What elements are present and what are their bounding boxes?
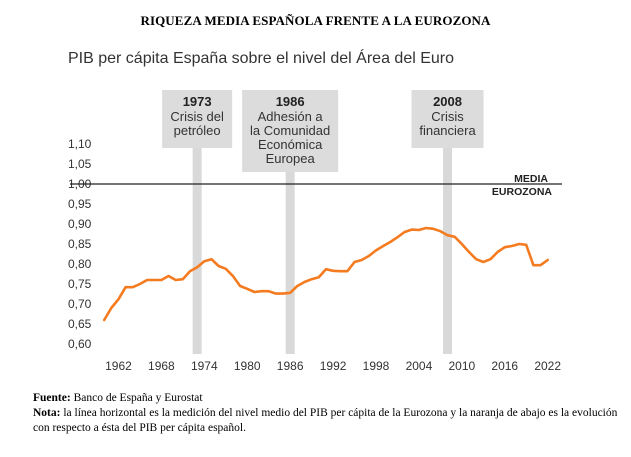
event-description-label: Económica: [258, 137, 323, 152]
event-band-1973: [192, 144, 202, 354]
event-year-label: 1986: [276, 94, 305, 109]
y-tick-label: 0,85: [68, 237, 92, 251]
reference-label-line1: MEDIA: [514, 173, 548, 185]
y-tick-label: 0,80: [68, 257, 92, 271]
source-label: Fuente:: [33, 392, 71, 404]
note-label: Nota:: [33, 407, 61, 419]
x-tick-label: 1962: [105, 359, 132, 373]
note-text: la línea horizontal es la medición del n…: [33, 407, 618, 434]
event-year-label: 1973: [183, 94, 212, 109]
event-description-label: Europea: [266, 151, 316, 166]
x-tick-label: 1992: [320, 359, 347, 373]
source-line: Fuente: Banco de España y Eurostat: [33, 391, 203, 406]
reference-label-line2: EUROZONA: [492, 186, 553, 198]
x-tick-label: 1986: [277, 359, 304, 373]
y-tick-label: 0,90: [68, 217, 92, 231]
y-tick-label: 0,60: [68, 337, 92, 351]
page-title: RIQUEZA MEDIA ESPAÑOLA FRENTE A LA EUROZ…: [140, 13, 491, 28]
note-line: Nota: la línea horizontal es la medición…: [33, 406, 618, 436]
y-tick-label: 1,10: [68, 137, 92, 151]
source-text: Banco de España y Eurostat: [70, 392, 203, 404]
event-band-1986: [285, 144, 295, 354]
x-tick-label: 1968: [148, 359, 175, 373]
event-description-label: Adhesión a: [258, 109, 324, 124]
x-tick-label: 2022: [534, 359, 561, 373]
chart-subtitle: PIB per cápita España sobre el nivel del…: [68, 50, 455, 67]
event-box-2008: [411, 90, 484, 148]
event-description-label: Crisis del: [170, 109, 224, 124]
y-tick-label: 0,75: [68, 277, 92, 291]
event-box-1973: [162, 90, 233, 148]
event-description-label: petróleo: [174, 123, 221, 138]
event-band-2008: [443, 144, 453, 354]
x-tick-label: 1998: [363, 359, 390, 373]
x-tick-label: 2016: [491, 359, 518, 373]
x-tick-label: 2004: [406, 359, 433, 373]
x-tick-label: 1974: [191, 359, 218, 373]
event-year-label: 2008: [433, 94, 462, 109]
x-tick-label: 1980: [234, 359, 261, 373]
series-line: [102, 226, 550, 322]
event-box-1986: [242, 90, 339, 172]
y-tick-label: 0,95: [68, 197, 92, 211]
y-tick-label: 0,65: [68, 317, 92, 331]
x-tick-label: 2010: [448, 359, 475, 373]
y-tick-label: 1,05: [68, 157, 92, 171]
event-description-label: Crisis: [431, 109, 464, 124]
event-description-label: la Comunidad: [250, 123, 330, 138]
event-description-label: financiera: [419, 123, 476, 138]
y-tick-label: 0,70: [68, 297, 92, 311]
